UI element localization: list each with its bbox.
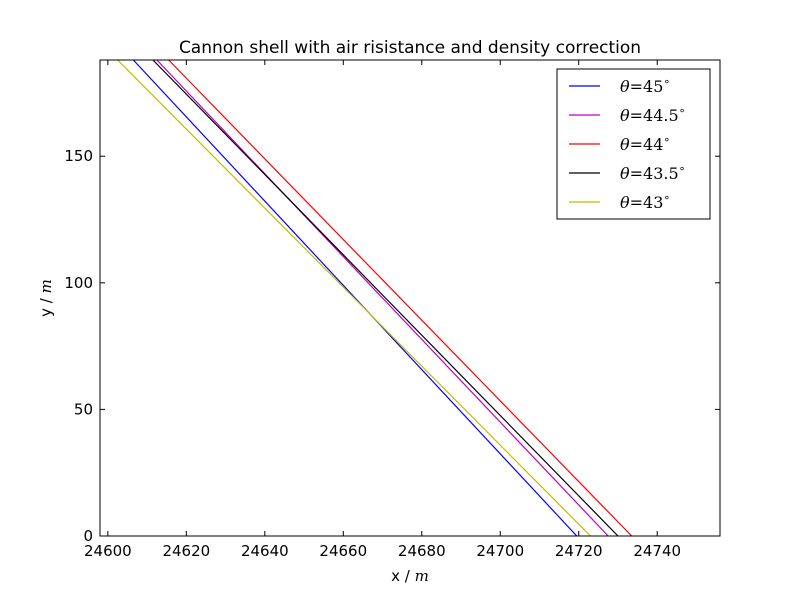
x-tick-label-1: 24620	[162, 542, 210, 560]
series-line-0	[132, 59, 578, 537]
series-line-4	[117, 59, 591, 537]
legend-label-3: θ=43.5∘	[620, 162, 686, 183]
x-tick-label-0: 24600	[84, 542, 132, 560]
x-axis-label: x / m	[391, 567, 429, 585]
x-axis-label-text: x /	[391, 567, 414, 585]
x-tick-label-2: 24640	[241, 542, 289, 560]
series-line-2	[168, 59, 633, 537]
y-axis-label: y / m	[37, 279, 55, 317]
legend-label-2: θ=44∘	[620, 133, 670, 154]
y-tick-label-3: 150	[64, 147, 93, 165]
legend-entries: θ=45∘ θ=44.5∘ θ=44∘ θ=43.5∘ θ=43∘	[569, 75, 686, 212]
y-axis-unit: m	[37, 279, 55, 293]
series-line-1	[156, 59, 609, 537]
series-layer	[117, 59, 633, 537]
y-tick-label-1: 50	[74, 400, 93, 418]
legend: θ=45∘ θ=44.5∘ θ=44∘ θ=43.5∘ θ=43∘	[556, 68, 711, 220]
legend-label-4: θ=43∘	[620, 191, 670, 212]
plot-frame	[99, 59, 721, 537]
y-axis-label-text: y /	[37, 293, 55, 316]
series-line-3	[152, 59, 619, 537]
x-tick-label-3: 24660	[319, 542, 367, 560]
x-axis-unit: m	[415, 567, 429, 585]
y-tick-label-0: 0	[83, 527, 93, 545]
x-tick-label-6: 24720	[555, 542, 603, 560]
y-tick-label-2: 100	[64, 274, 93, 292]
x-tick-label-5: 24700	[476, 542, 524, 560]
ticks-layer: 24600 24620 24640 24660 24680 24700 24720 24740…	[64, 60, 720, 560]
legend-label-1: θ=44.5∘	[620, 104, 686, 125]
chart-title: Cannon shell with air risistance and den…	[179, 38, 641, 58]
legend-label-0: θ=45∘	[620, 75, 670, 96]
x-tick-label-7: 24740	[633, 542, 681, 560]
x-tick-label-4: 24680	[398, 542, 446, 560]
